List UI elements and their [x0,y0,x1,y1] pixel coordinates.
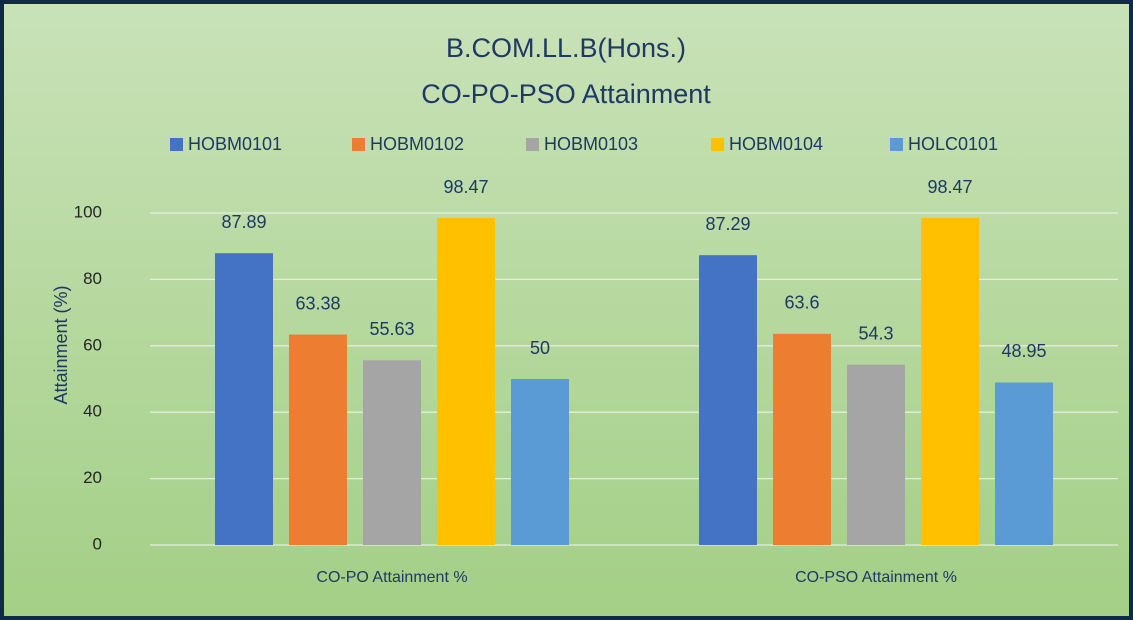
legend-label: HOBM0104 [729,134,823,154]
y-tick-label: 80 [83,269,102,288]
x-tick-label: CO-PO Attainment % [316,569,467,586]
data-label: 48.95 [1001,341,1046,361]
chart-title: B.COM.LL.B(Hons.) [446,33,686,63]
legend-swatch [890,138,903,151]
legend-swatch [352,138,365,151]
bar [289,334,347,545]
legend-label: HOBM0102 [370,134,464,154]
y-axis-label: Attainment (%) [51,285,71,404]
bar [995,382,1053,545]
legend-swatch [526,138,539,151]
data-label: 50 [530,338,550,358]
data-label: 87.29 [705,214,750,234]
bar [773,333,831,545]
bar [511,379,569,545]
y-tick-label: 0 [93,534,102,553]
bar [363,360,421,545]
data-label: 55.63 [369,319,414,339]
data-label: 63.6 [784,293,819,313]
chart-subtitle: CO-PO-PSO Attainment [421,79,711,109]
y-tick-label: 60 [83,335,102,354]
data-label: 63.38 [295,293,340,313]
data-label: 98.47 [927,177,972,197]
bar [921,218,979,546]
y-tick-label: 40 [83,402,102,421]
legend-swatch [170,138,183,151]
bar [699,255,757,545]
bar [847,364,905,545]
data-label: 98.47 [443,177,488,197]
legend-swatch [711,138,724,151]
bar [437,218,495,546]
data-label: 54.3 [858,323,893,343]
x-tick-label: CO-PSO Attainment % [795,569,957,586]
bar [215,253,273,545]
y-tick-label: 20 [83,468,102,487]
legend-label: HOLC0101 [908,134,998,154]
data-label: 87.89 [221,212,266,232]
legend-label: HOBM0103 [544,134,638,154]
legend-label: HOBM0101 [188,134,282,154]
y-tick-label: 100 [74,202,102,221]
